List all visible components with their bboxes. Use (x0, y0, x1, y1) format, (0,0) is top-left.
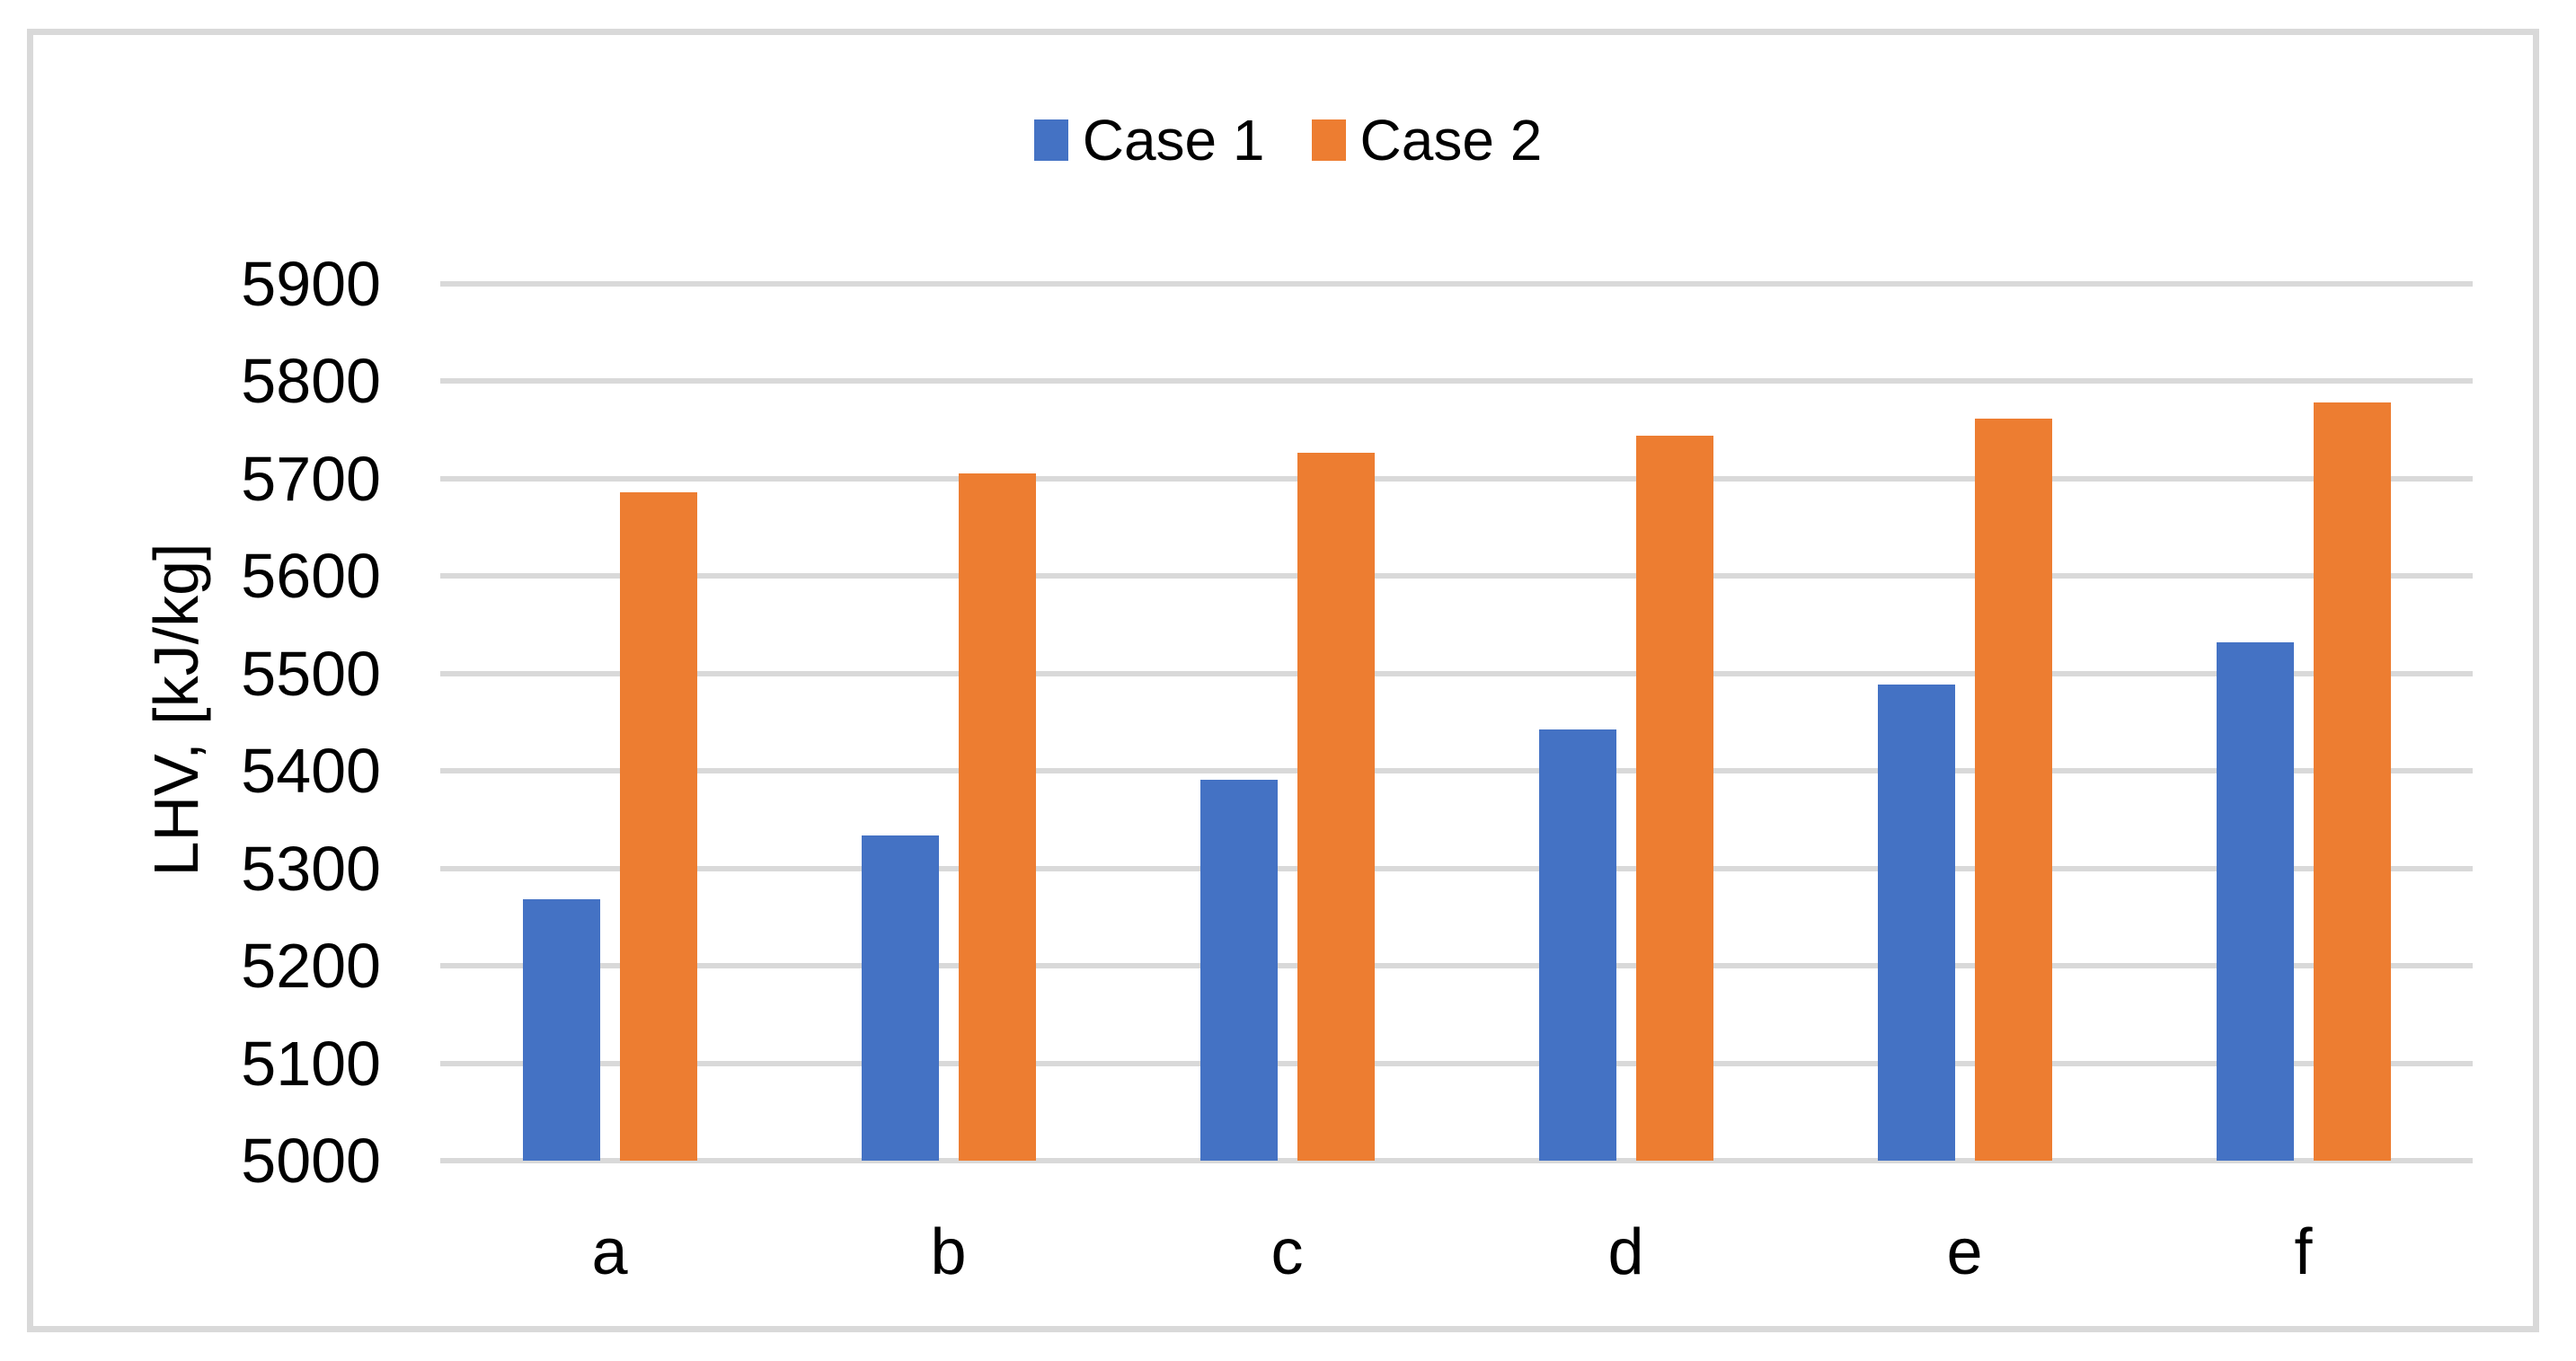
legend: Case 1 Case 2 (0, 110, 2576, 171)
legend-swatch-icon (1311, 119, 1346, 161)
bar-case1-a (522, 899, 600, 1161)
bar-case1-f (2216, 642, 2294, 1161)
gridline-5500 (440, 670, 2473, 676)
gridline-5900 (440, 281, 2473, 287)
gridline-5100 (440, 1060, 2473, 1066)
bar-case2-f (2313, 402, 2391, 1161)
gridline-5700 (440, 475, 2473, 482)
gridline-5800 (440, 378, 2473, 384)
x-tick-label-b: b (930, 1216, 967, 1288)
y-tick-label-5000: 5000 (241, 1126, 381, 1196)
y-tick-label-5300: 5300 (241, 833, 381, 904)
x-tick-label-d: d (1607, 1216, 1644, 1288)
x-tick-label-a: a (591, 1216, 628, 1288)
gridline-5600 (440, 573, 2473, 579)
bar-case2-a (619, 492, 697, 1161)
y-tick-label-5200: 5200 (241, 931, 381, 1002)
gridline-5000 (440, 1158, 2473, 1163)
x-tick-label-e: e (1946, 1216, 1983, 1288)
bar-case1-c (1199, 779, 1278, 1161)
y-tick-label-5700: 5700 (241, 443, 381, 514)
y-tick-label-5500: 5500 (241, 638, 381, 709)
y-tick-label-5600: 5600 (241, 541, 381, 612)
bar-case2-c (1297, 452, 1375, 1161)
x-tick-label-f: f (2294, 1216, 2313, 1288)
legend-item-case-2: Case 2 (1311, 108, 1543, 172)
figure-border (27, 29, 2539, 1332)
gridline-5200 (440, 963, 2473, 969)
bar-case1-e (1877, 684, 1955, 1161)
bar-case2-e (1974, 418, 2052, 1161)
bar-case1-b (861, 835, 939, 1161)
legend-label: Case 1 (1082, 108, 1265, 172)
y-tick-label-5100: 5100 (241, 1028, 381, 1099)
legend-label: Case 2 (1359, 108, 1543, 172)
gridline-5400 (440, 768, 2473, 774)
gridline-5300 (440, 865, 2473, 871)
legend-swatch-icon (1033, 119, 1068, 161)
bar-case2-b (958, 473, 1036, 1161)
bar-case2-d (1635, 436, 1713, 1161)
bar-case1-d (1538, 729, 1616, 1161)
x-tick-label-c: c (1270, 1216, 1304, 1288)
legend-item-case-1: Case 1 (1033, 108, 1265, 172)
y-tick-label-5900: 5900 (241, 249, 381, 319)
y-tick-label-5400: 5400 (241, 736, 381, 807)
y-tick-label-5800: 5800 (241, 346, 381, 417)
